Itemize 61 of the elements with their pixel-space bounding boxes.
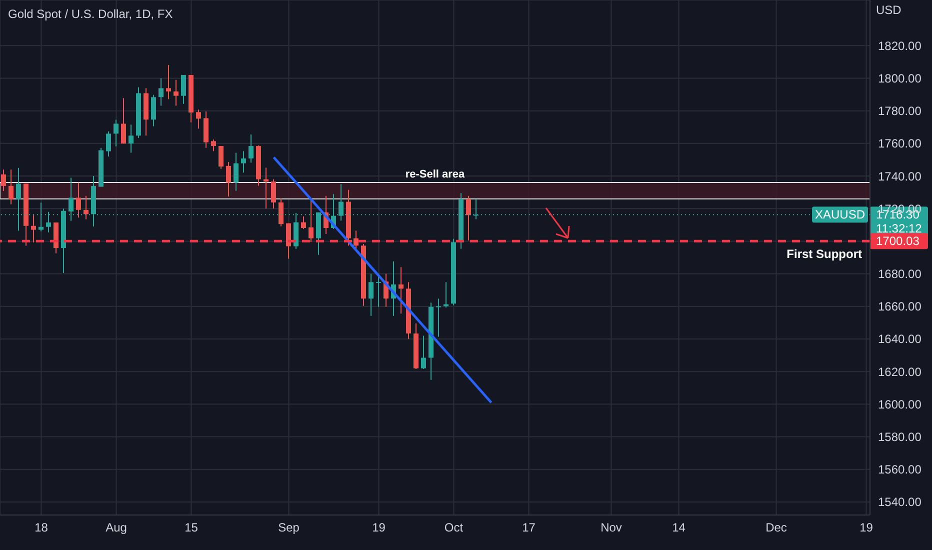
- x-tick-label: Nov: [600, 520, 622, 535]
- y-tick-label: 1660.00: [878, 300, 922, 314]
- x-tick-label: Aug: [106, 520, 127, 535]
- candlestick: [218, 146, 224, 170]
- text: 11:32:12: [876, 222, 922, 236]
- y-axis-title: USD: [876, 3, 902, 17]
- candlestick: [248, 134, 254, 164]
- candlestick: [226, 161, 231, 198]
- candlestick: [241, 150, 246, 174]
- candlestick: [84, 195, 88, 220]
- y-tick-label: 1820.00: [878, 38, 922, 53]
- ref-line-label: First Support: [786, 247, 862, 262]
- candlestick: [8, 168, 14, 205]
- candlestick: [368, 273, 374, 316]
- candlestick: [398, 266, 404, 314]
- y-tick-label: 1640.00: [878, 332, 922, 346]
- candlestick: [158, 78, 164, 106]
- x-tick-label: 19: [372, 520, 386, 535]
- candlestick: [121, 98, 126, 144]
- x-tick-label: Dec: [766, 520, 787, 535]
- candlestick: [151, 94, 156, 127]
- x-tick-label: Sep: [278, 520, 300, 535]
- candlestick: [106, 130, 111, 157]
- candlestick: [181, 74, 186, 104]
- candlestick: [114, 119, 118, 147]
- y-tick-label: 1560.00: [878, 462, 922, 477]
- candlestick: [31, 214, 36, 243]
- candlestick: [128, 124, 134, 154]
- band-label: re-Sell area: [405, 168, 466, 181]
- y-tick-label: 1620.00: [878, 364, 922, 379]
- candlestick: [166, 64, 171, 100]
- y-tick-label: 1760.00: [878, 136, 922, 151]
- candlestick: [421, 335, 426, 370]
- candlestick: [466, 195, 471, 242]
- y-tick-label: 1580.00: [878, 430, 922, 444]
- candlestick: [1, 168, 6, 192]
- y-tick-label: 1780.00: [878, 104, 922, 118]
- x-tick-label: 14: [672, 520, 686, 535]
- text: 1700.03: [876, 234, 920, 248]
- candlestick: [196, 109, 201, 130]
- x-tick-label: Oct: [444, 520, 464, 535]
- y-tick-label: 1680.00: [878, 267, 922, 282]
- y-tick-label: 1540.00: [878, 495, 922, 510]
- candlestick: [301, 216, 306, 230]
- candlestick: [76, 182, 81, 218]
- x-tick-label: 18: [34, 520, 48, 535]
- y-tick-label: 1740.00: [878, 169, 922, 184]
- x-tick-label: 17: [522, 520, 536, 535]
- x-tick-label: 15: [184, 520, 198, 535]
- text: Gold Spot / U.S. Dollar, 1D, FX: [8, 7, 173, 21]
- candlestick: [286, 222, 291, 260]
- ref-line-label: XAUUSD: [814, 208, 866, 222]
- candlestick: [234, 152, 238, 192]
- x-tick-label: 19: [860, 520, 874, 535]
- y-tick-label: 1600.00: [878, 397, 922, 412]
- candlestick: [436, 298, 441, 338]
- candlestick: [278, 198, 284, 227]
- candlestick: [174, 79, 178, 106]
- candlestick: [211, 139, 216, 152]
- y-tick-label: 1800.00: [878, 71, 922, 86]
- candlestick: [271, 178, 276, 209]
